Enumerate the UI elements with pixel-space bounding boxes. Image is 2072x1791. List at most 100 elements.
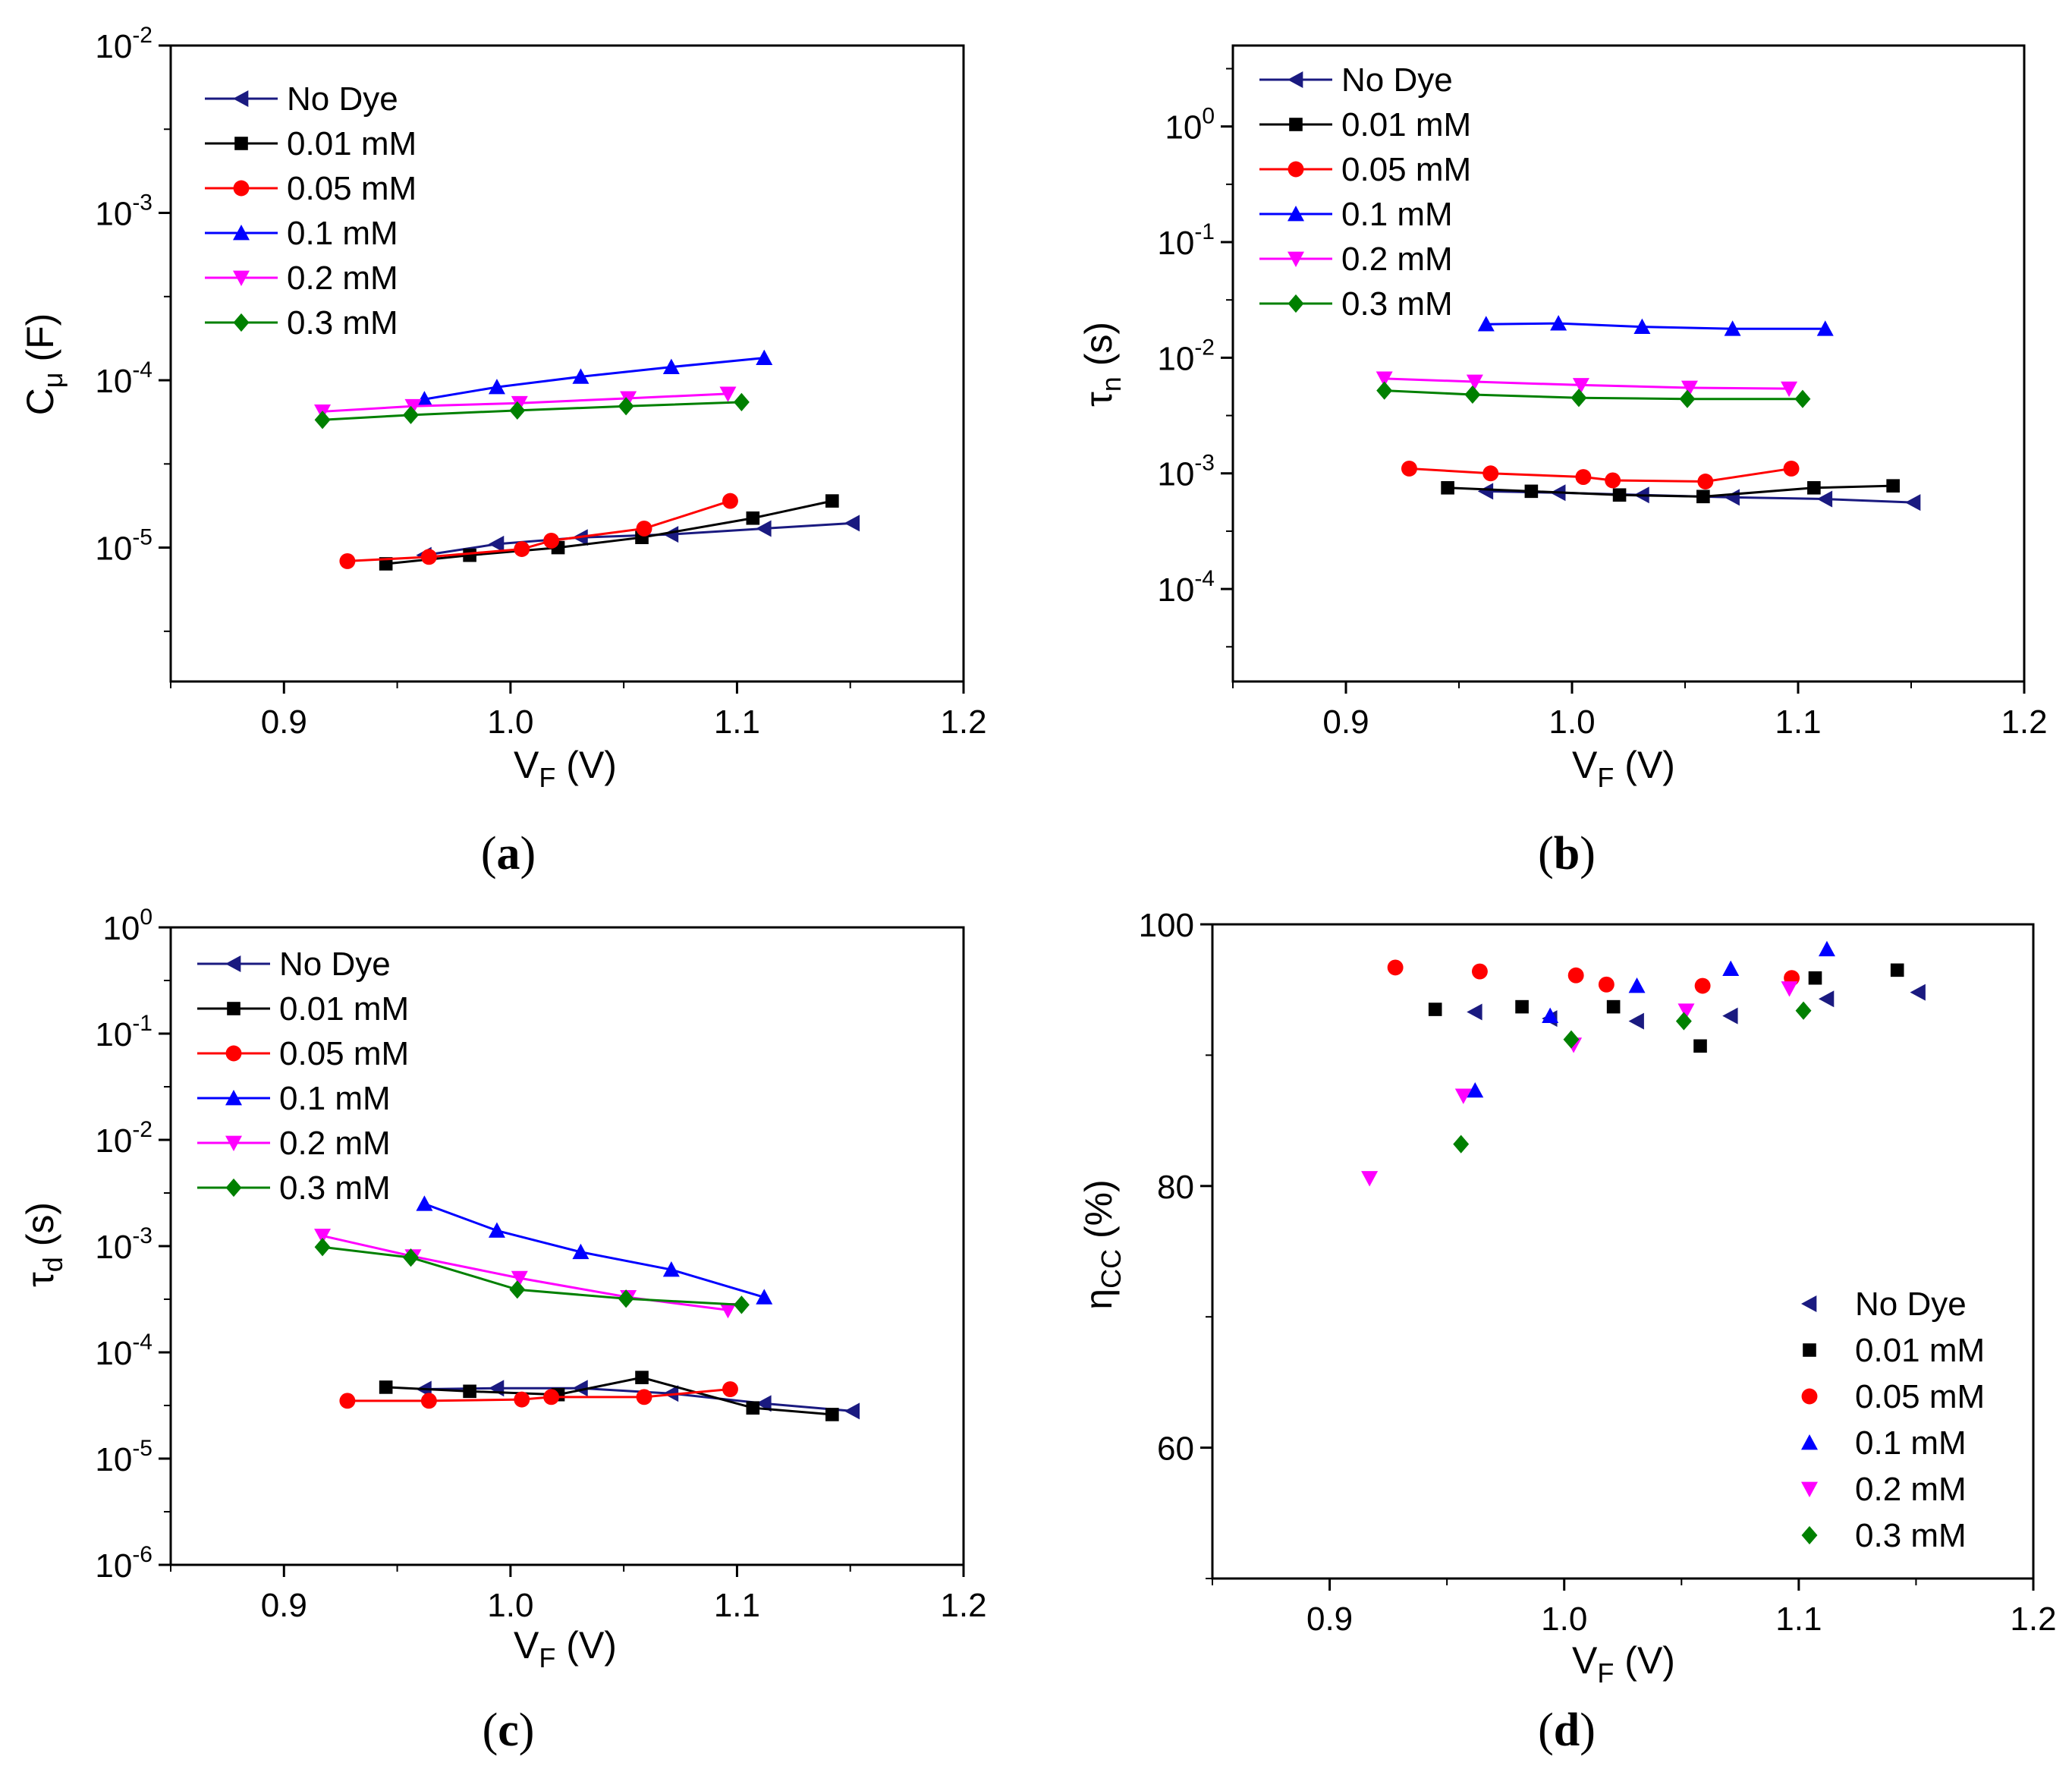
- legend-label: 0.3 mM: [287, 304, 398, 342]
- plot-frame: [1211, 923, 2035, 1580]
- data-point: [1428, 1003, 1442, 1016]
- x-tick-label: 1.1: [714, 1587, 760, 1624]
- legend-marker: [1801, 1525, 1818, 1545]
- legend-marker: [233, 225, 250, 241]
- data-point: [511, 1270, 528, 1287]
- series-line: [1409, 467, 1792, 483]
- legend-label: 0.1 mM: [1855, 1424, 1967, 1462]
- y-tick-label: 10-4: [95, 357, 152, 400]
- data-point: [514, 1391, 530, 1408]
- data-point: [825, 494, 839, 508]
- series-0.2-mm: [1376, 371, 1798, 398]
- data-point: [618, 397, 634, 416]
- data-point: [1795, 1001, 1812, 1020]
- data-point: [1679, 389, 1696, 408]
- legend-marker: [1288, 294, 1304, 313]
- x-tick-label: 1.0: [1541, 1601, 1587, 1638]
- data-point: [620, 391, 637, 407]
- y-tick-label: 10-5: [95, 1436, 152, 1478]
- data-point: [314, 1229, 332, 1245]
- data-point: [1816, 320, 1834, 336]
- plot-frame: [169, 44, 965, 683]
- data-point: [1612, 488, 1627, 502]
- data-point: [1605, 472, 1621, 489]
- data-point: [1454, 1088, 1472, 1104]
- x-axis-label: VF (V): [514, 1624, 617, 1673]
- data-point: [1524, 484, 1539, 499]
- data-point: [314, 1238, 331, 1257]
- legend-marker: [225, 1135, 242, 1151]
- data-point: [543, 533, 560, 549]
- data-point: [1781, 381, 1798, 398]
- data-point: [488, 1222, 505, 1238]
- legend-label: No Dye: [279, 946, 391, 983]
- data-point: [1886, 479, 1900, 493]
- legend-label: No Dye: [287, 80, 398, 118]
- data-point: [379, 557, 393, 571]
- legend-label: 0.1 mM: [1341, 196, 1453, 233]
- legend: No Dye 0.01 mM 0.05 mM 0.1 mM 0.2 mM 0.3 mM: [197, 946, 409, 1207]
- y-tick-label: 80: [1157, 1169, 1194, 1206]
- y-axis-label: Cμ (F): [19, 313, 68, 416]
- x-tick-label: 0.9: [1322, 703, 1369, 741]
- legend-label: 0.3 mM: [1341, 285, 1453, 323]
- legend-label: No Dye: [1855, 1286, 1967, 1323]
- legend-marker: [1288, 161, 1304, 178]
- data-point: [746, 1401, 760, 1415]
- x-tick-label: 1.2: [2010, 1601, 2056, 1638]
- y-tick-label: 60: [1157, 1431, 1194, 1468]
- data-point: [1816, 490, 1833, 508]
- legend: No Dye 0.01 mM 0.05 mM 0.1 mM 0.2 mM 0.3 mM: [205, 80, 417, 342]
- y-tick-label: 100: [1165, 104, 1215, 146]
- x-tick-label: 1.0: [1548, 703, 1595, 741]
- data-point: [572, 368, 590, 384]
- series-0.3-mm: [1453, 1001, 1812, 1154]
- legend-marker: [1801, 1434, 1818, 1450]
- data-point: [844, 515, 860, 532]
- data-point: [1572, 378, 1589, 394]
- data-point: [1681, 380, 1698, 396]
- data-point: [662, 1261, 680, 1277]
- data-point: [403, 1248, 419, 1267]
- panel-c: 0.9 1.0 1.1 1.2 100 10-1 10-2 10-3 10-4 10-5 10-6 N…: [19, 905, 987, 1756]
- x-axis-label: VF (V): [514, 744, 617, 793]
- data-point: [1571, 389, 1587, 408]
- legend-label: 0.01 mM: [287, 125, 417, 162]
- data-point: [572, 1380, 588, 1397]
- panel-caption: (a): [481, 828, 536, 880]
- data-point: [1904, 494, 1921, 511]
- data-point: [1467, 1081, 1484, 1098]
- data-point: [1441, 480, 1454, 495]
- series-0.05-mm: [1401, 460, 1800, 489]
- series-0.05-mm: [339, 1381, 738, 1409]
- legend-marker: [234, 137, 248, 150]
- data-point: [463, 548, 476, 562]
- data-point: [420, 549, 437, 565]
- data-point: [1697, 474, 1714, 489]
- data-point: [514, 541, 530, 557]
- y-tick-label: 100: [102, 905, 152, 947]
- series-0.3-mm: [1376, 381, 1811, 408]
- x-tick-label: 1.0: [487, 1587, 533, 1624]
- x-axis-label: VF (V): [1572, 1639, 1675, 1689]
- data-point: [1467, 1003, 1482, 1021]
- data-point: [339, 1393, 356, 1409]
- data-point: [733, 1295, 750, 1314]
- y-tick-label: 10-1: [95, 1011, 152, 1053]
- series-0.05-mm: [339, 493, 738, 569]
- panel-caption: (d): [1538, 1704, 1596, 1756]
- series-0.1-mm: [416, 349, 773, 407]
- series-0.01-mm: [1441, 479, 1900, 504]
- y-tick-label: 10-4: [95, 1330, 152, 1372]
- series-line: [424, 1387, 853, 1412]
- data-point: [1890, 963, 1904, 977]
- data-point: [1722, 1007, 1738, 1025]
- data-point: [1376, 381, 1393, 400]
- series-line: [347, 499, 731, 562]
- legend-label: 0.2 mM: [287, 260, 398, 297]
- data-point: [1628, 977, 1646, 993]
- y-tick-label: 100: [1139, 907, 1194, 944]
- legend-label: No Dye: [1341, 61, 1453, 99]
- x-tick-label: 0.9: [261, 1587, 307, 1624]
- x-tick-label: 1.1: [1775, 1601, 1822, 1638]
